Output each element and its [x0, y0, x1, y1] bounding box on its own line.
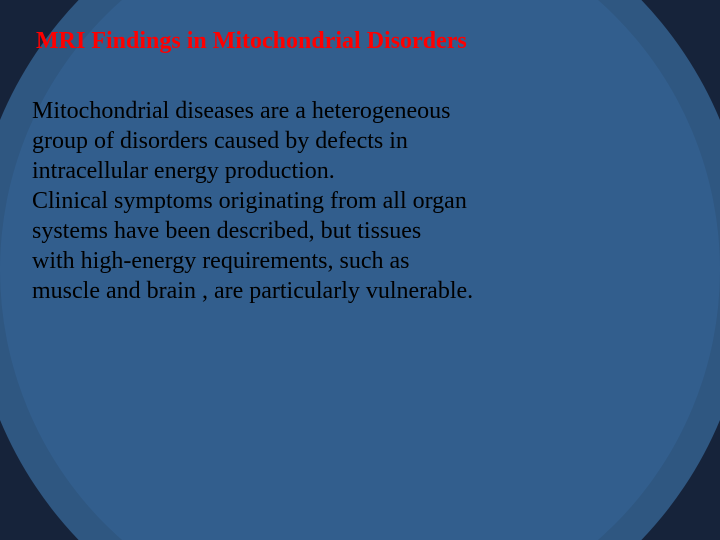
body-line: Clinical symptoms originating from all o…: [32, 186, 473, 216]
body-line: systems have been described, but tissues: [32, 216, 473, 246]
body-line: intracellular energy production.: [32, 156, 473, 186]
slide-title: MRI Findings in Mitochondrial Disorders: [36, 28, 467, 55]
body-line: group of disorders caused by defects in: [32, 126, 473, 156]
body-line: muscle and brain , are particularly vuln…: [32, 276, 473, 306]
slide-body: Mitochondrial diseases are a heterogeneo…: [32, 96, 473, 306]
body-line: with high-energy requirements, such as: [32, 246, 473, 276]
body-line: Mitochondrial diseases are a heterogeneo…: [32, 96, 473, 126]
slide: MRI Findings in Mitochondrial Disorders …: [0, 0, 720, 540]
